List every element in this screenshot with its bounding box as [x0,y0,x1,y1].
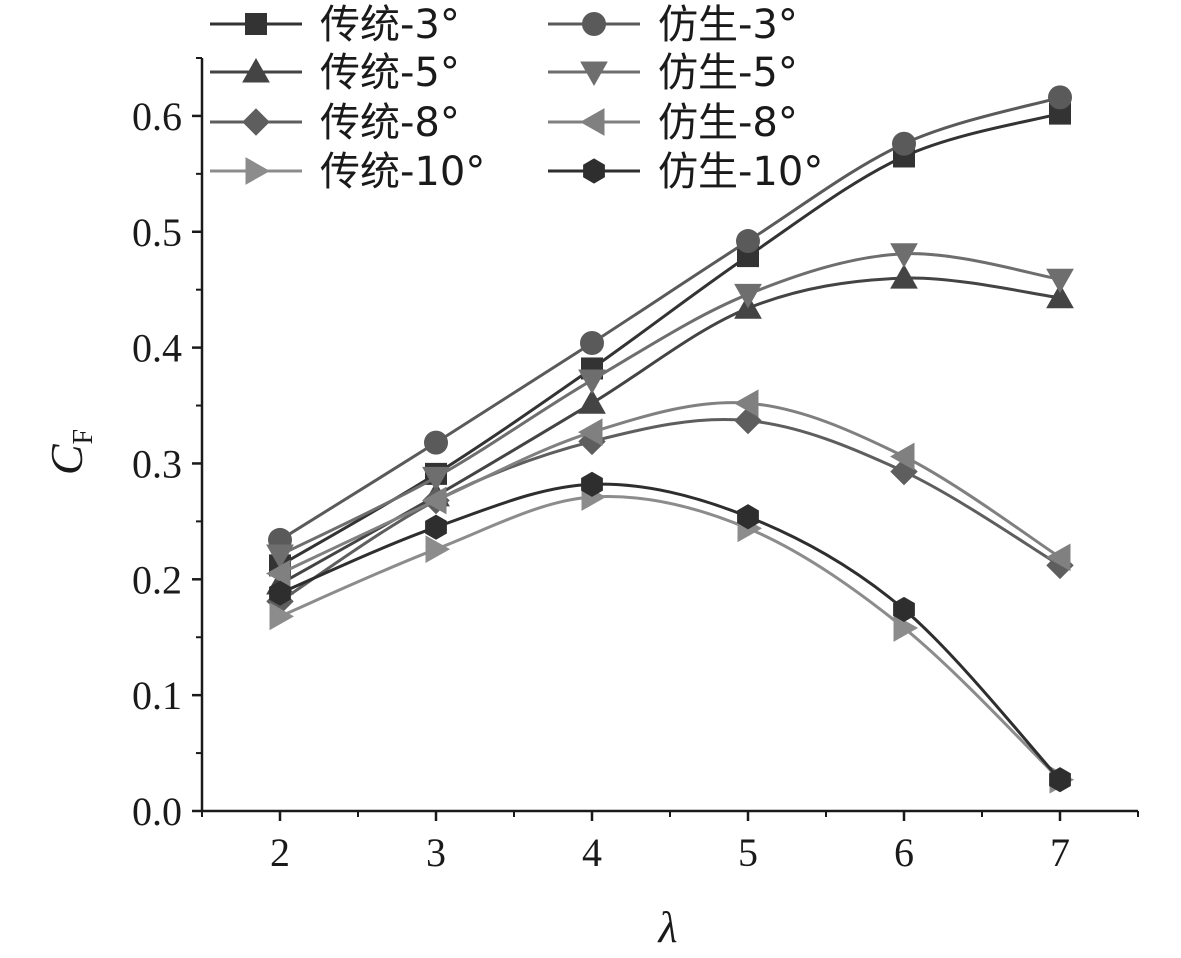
data-point [893,596,915,623]
data-point [422,466,450,492]
data-point [266,544,294,569]
data-point [737,504,759,530]
data-point [893,614,919,642]
legend-item: 传统-10° [210,149,485,195]
series-2 [268,85,1072,552]
data-point [421,486,447,515]
legend-label: 传统-8° [320,100,460,146]
data-point [580,330,604,355]
legend-marker [579,108,605,136]
y-tick-label: 0.2 [132,557,182,602]
legend-item: 传统-5° [210,50,460,96]
x-axis-title: λ [656,903,677,952]
data-point [889,442,915,471]
data-point [1046,268,1074,294]
series-line [279,482,1062,781]
legend-marker [583,158,605,184]
y-axis-title: CF [41,429,99,475]
legend-item: 仿生-3° [548,2,798,48]
legend-label: 仿生-8° [658,100,798,146]
x-tick-label: 7 [1050,830,1070,875]
data-point [890,243,918,268]
legend-label: 仿生-5° [658,50,798,96]
y-tick-label: 0.4 [132,326,182,371]
legend-label: 仿生-3° [658,2,798,48]
data-point [1049,102,1071,125]
series-group [265,85,1075,794]
y-tick-label: 0.6 [132,94,182,139]
legend-marker [580,61,608,87]
data-point [736,229,760,254]
legend-label: 传统-10° [320,149,485,195]
legend-label: 传统-3° [320,2,460,48]
data-point [425,514,447,540]
series-4 [266,243,1074,569]
y-axis-title-subscript: F [68,429,99,445]
legend-item: 仿生-5° [548,50,798,96]
x-tick-label: 5 [738,830,758,875]
x-tick-label: 3 [426,830,446,875]
data-point [269,580,291,606]
data-point [269,602,295,631]
data-point [578,369,606,395]
legend-item: 传统-8° [210,100,460,146]
legend-label: 仿生-10° [658,149,823,195]
series-line [279,495,1062,781]
legend-label: 传统-5° [320,50,460,96]
data-point [425,535,451,564]
data-point [578,389,606,414]
data-point [581,471,603,497]
series-line [279,252,1061,557]
data-point [733,389,759,418]
data-point [424,430,448,455]
y-tick-label: 0.5 [132,210,182,255]
x-tick-label: 2 [270,830,290,875]
x-tick-label: 4 [582,830,602,875]
legend-marker [242,57,270,83]
series-8 [269,471,1071,793]
y-tick-label: 0.0 [132,789,182,834]
data-point [1046,283,1074,309]
data-point [1045,543,1071,572]
legend-item: 仿生-10° [548,149,823,195]
axes: 2 3 4 5 6 7 0.0 0.1 0.2 0.3 0.4 0.5 0.6 [132,57,1139,875]
series-line [279,401,1061,575]
y-tick-label: 0.1 [132,673,182,718]
axis-titles: λ CF [41,429,678,952]
data-point [265,559,291,588]
legend-item: 传统-3° [210,2,460,48]
y-tick-label: 0.3 [132,441,182,486]
data-point [892,131,916,156]
data-point [734,283,762,309]
data-point [1048,85,1072,110]
legend-item: 仿生-8° [548,100,798,146]
legend-marker [242,108,270,136]
series-line [279,276,1061,586]
legend-marker [245,13,267,35]
legend: 传统-3° 仿生-3° 传统-5° 仿生-5° 传统-8° 仿生-8° 传统-10° 仿生-1… [210,2,823,195]
data-point [890,264,918,289]
legend-marker [582,12,606,36]
series-7 [269,483,1075,794]
data-point [577,418,603,447]
series-line [279,417,1061,603]
series-6 [265,389,1071,588]
x-tick-label: 6 [894,830,914,875]
series-5 [266,406,1074,616]
y-axis-title-main: C [41,443,92,475]
legend-marker [245,157,271,185]
data-point [1049,767,1071,793]
